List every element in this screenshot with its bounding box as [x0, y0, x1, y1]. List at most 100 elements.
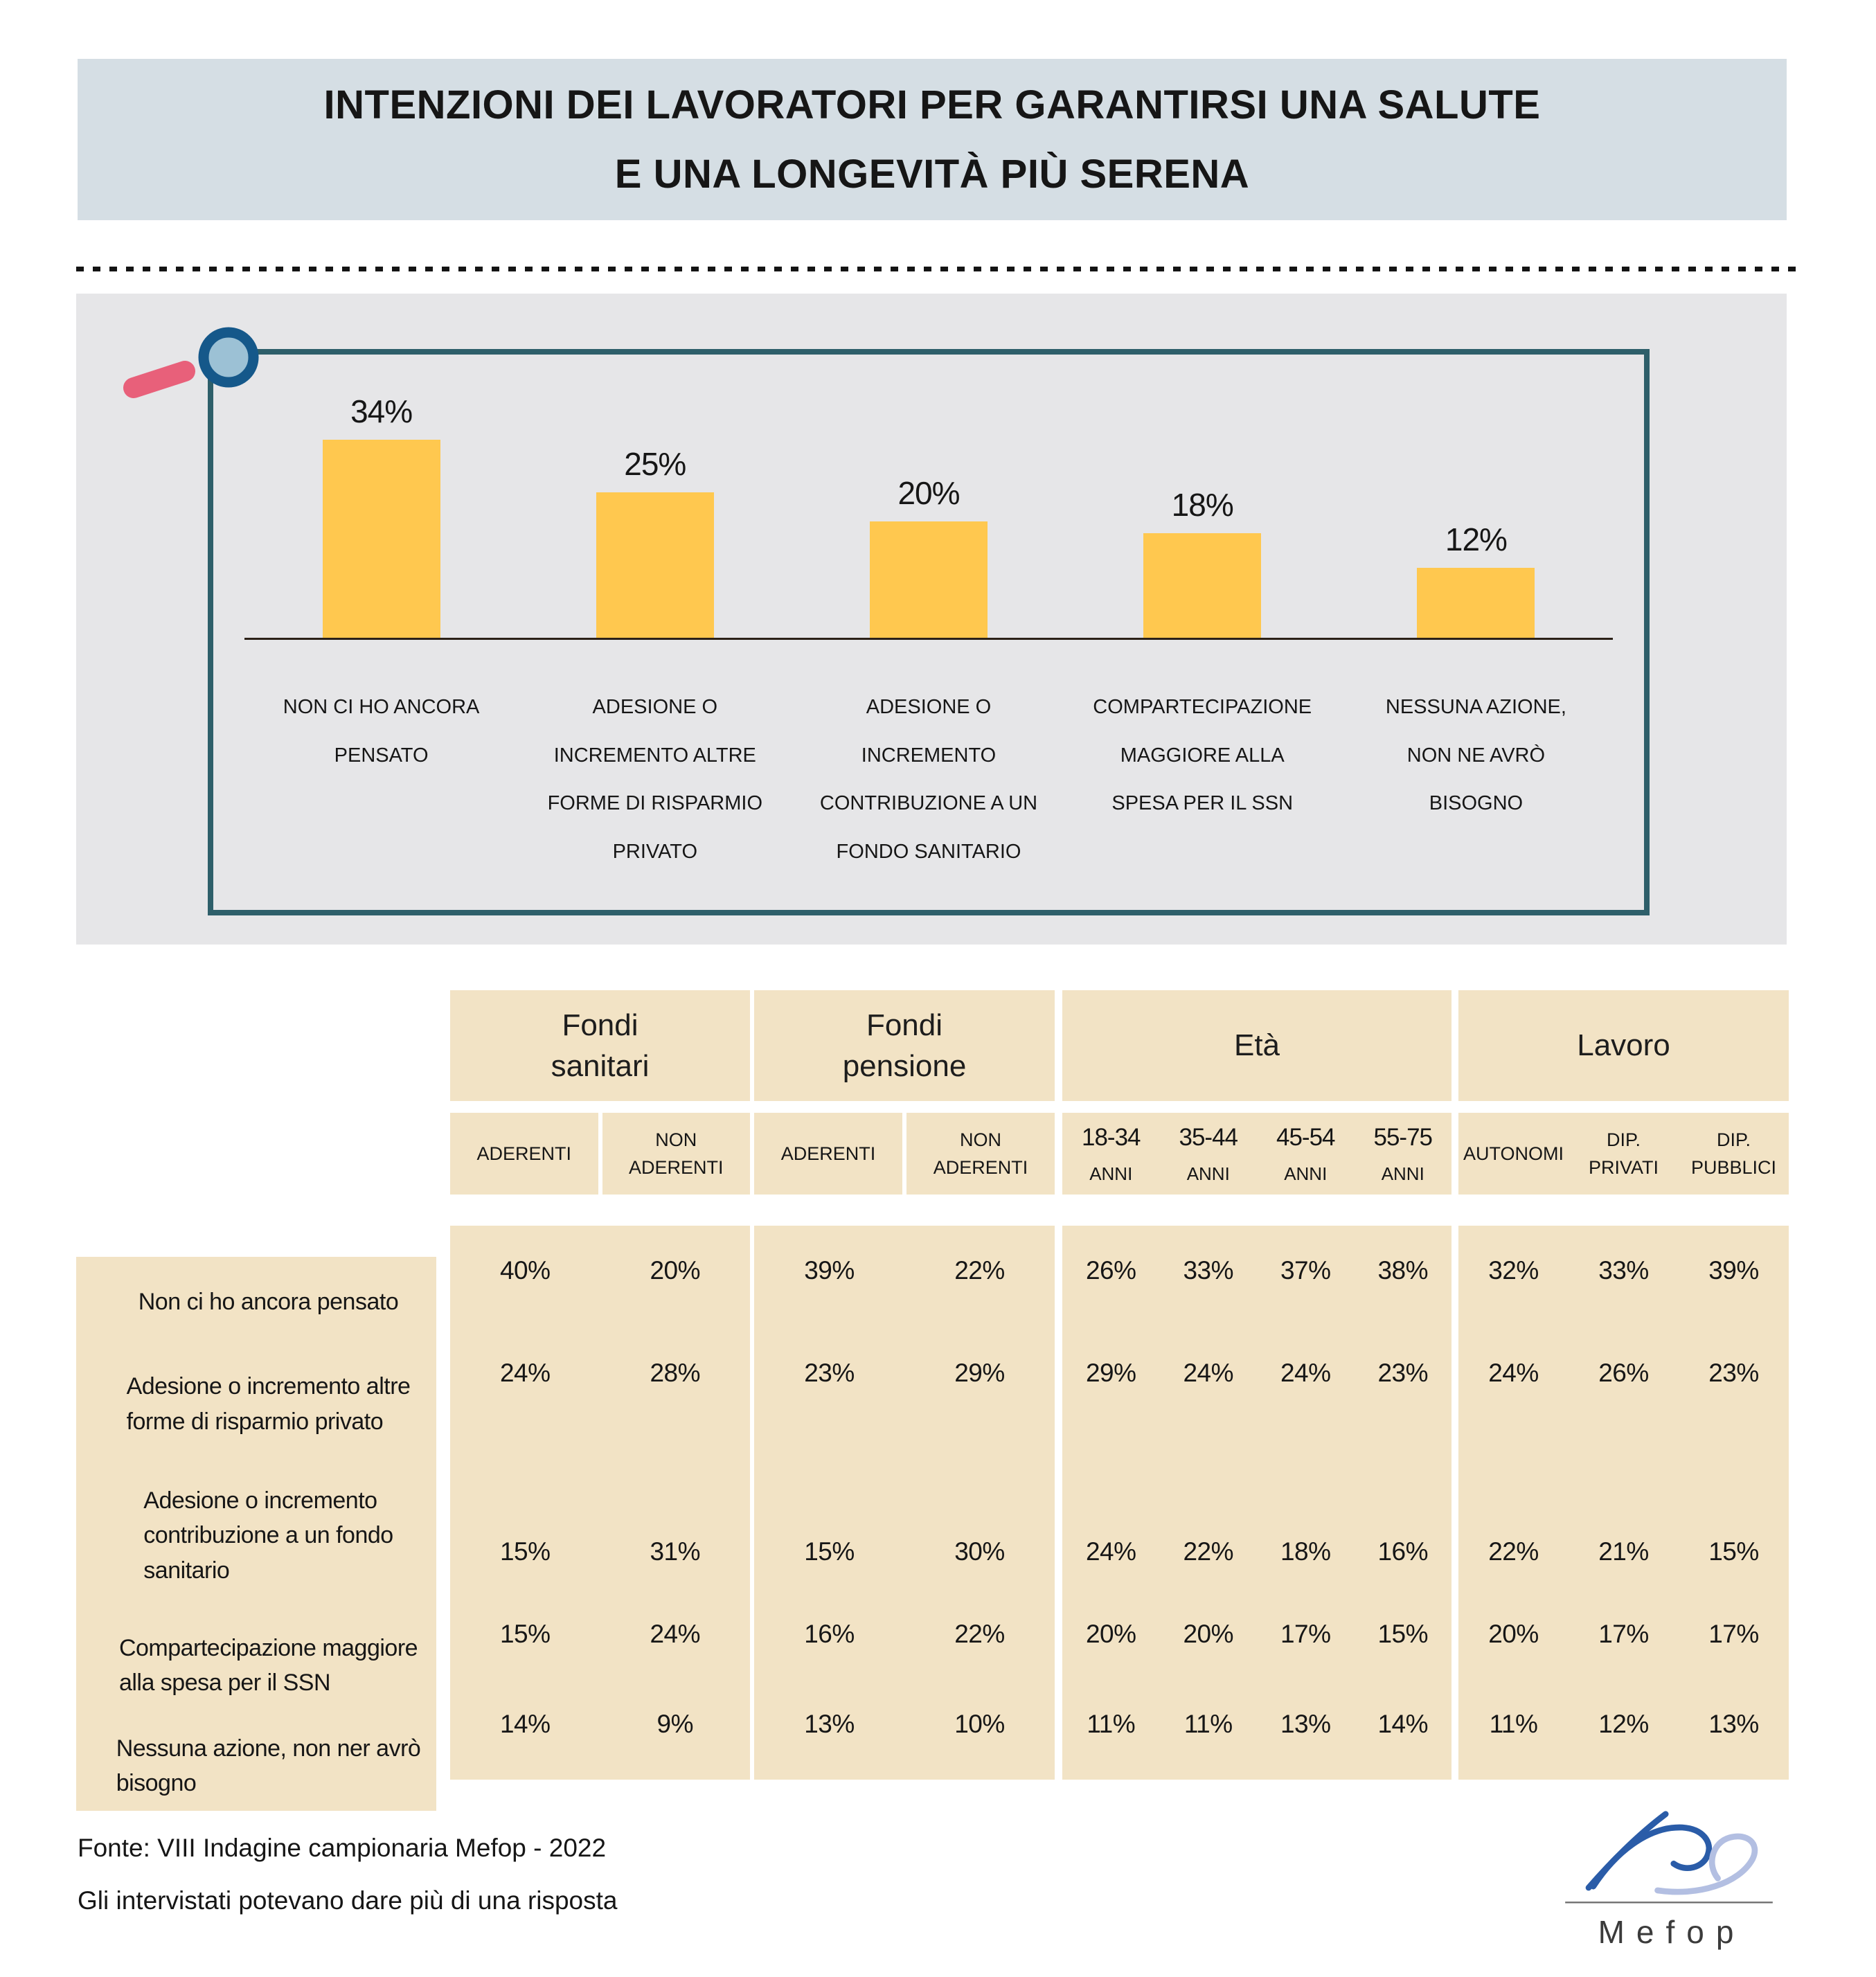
table-cell: 15%: [804, 1537, 855, 1566]
job-label: DIP.: [1716, 1129, 1751, 1150]
group-header: Fondi sanitari: [450, 990, 750, 1101]
table-cell: 26%: [1085, 1256, 1136, 1285]
subheader-age-45-54: 45-54 ANNI: [1257, 1120, 1355, 1188]
job-label: DIP.: [1606, 1129, 1641, 1150]
values-body: 40% 20% 24% 28% 15% 31% 15% 24% 14% 9%: [450, 1226, 750, 1780]
table-row: 11% 12% 13%: [1458, 1690, 1789, 1780]
table-cell: 14%: [499, 1710, 551, 1738]
row-label: Adesione o incremento contribuzione a un…: [143, 1487, 393, 1584]
bar: [322, 440, 440, 638]
table-row: 39% 22%: [754, 1226, 1055, 1316]
age-unit: ANNI: [1089, 1163, 1133, 1184]
subheader-row: ADERENTI NON ADERENTI: [754, 1113, 1055, 1195]
bar: [596, 492, 714, 638]
table-row: 24% 28%: [450, 1316, 750, 1430]
table-cell: 11%: [1087, 1710, 1136, 1738]
table-cell: 13%: [1708, 1710, 1759, 1738]
subheader-age-55-75: 55-75 ANNI: [1355, 1120, 1452, 1188]
table-cell: 24%: [1085, 1537, 1136, 1566]
table-cell: 22%: [954, 1620, 1005, 1648]
bar: [1417, 568, 1535, 638]
table-cell: 33%: [1183, 1256, 1234, 1285]
bar-group-5: 12%: [1339, 355, 1613, 638]
table-cell: 29%: [1085, 1358, 1136, 1387]
column-group-fondi-sanitari: Fondi sanitari ADERENTI NON ADERENTI 40%…: [450, 990, 750, 1811]
bar-value-label: 20%: [897, 475, 960, 511]
table-cell: 12%: [1598, 1710, 1649, 1738]
table-cell: 17%: [1598, 1620, 1649, 1648]
table-cell: 20%: [1488, 1620, 1539, 1648]
table-cell: 37%: [1280, 1256, 1331, 1285]
bar-group-1: 34%: [244, 355, 518, 638]
bar-category-label: COMPARTECIPAZIONE MAGGIORE ALLA SPESA PE…: [1093, 696, 1312, 815]
table-cell: 16%: [804, 1620, 855, 1648]
age-unit: ANNI: [1284, 1163, 1328, 1184]
table-cell: 23%: [1377, 1358, 1429, 1387]
bar-group-4: 18%: [1066, 355, 1339, 638]
age-range: 18-34: [1081, 1124, 1141, 1152]
methodology-note: Gli intervistati potevano dare più di un…: [78, 1886, 618, 1915]
table-row: 13% 10%: [754, 1690, 1055, 1780]
table-cell: 24%: [1183, 1358, 1234, 1387]
table-cell: 40%: [499, 1256, 551, 1285]
column-group-fondi-pensione: Fondi pensione ADERENTI NON ADERENTI 39%…: [754, 990, 1055, 1811]
subheader-non-aderenti: NON ADERENTI: [906, 1113, 1055, 1195]
table-cell: 22%: [1183, 1537, 1234, 1566]
table-cell: 13%: [1280, 1710, 1331, 1738]
table-row-labels-column: Non ci ho ancora pensato Adesione o incr…: [76, 990, 436, 1811]
table-cell: 18%: [1280, 1537, 1331, 1566]
table-cell: 24%: [1280, 1358, 1331, 1387]
subheader-dip-pubblici: DIP. PUBBLICI: [1679, 1126, 1789, 1182]
table-cell: 23%: [804, 1358, 855, 1387]
age-range: 45-54: [1276, 1124, 1336, 1152]
subheader-eta: 18-34 ANNI 35-44 ANNI 45-54 ANNI 55-75 A…: [1062, 1113, 1451, 1195]
bar-group-2: 25%: [518, 355, 792, 638]
table-cell: 22%: [954, 1256, 1005, 1285]
column-group-eta: Età 18-34 ANNI 35-44 ANNI 45-54 ANNI 55-…: [1062, 990, 1451, 1811]
table-cell: 29%: [954, 1358, 1005, 1387]
table-row: 22% 21% 15%: [1458, 1430, 1789, 1579]
subheader-lavoro: AUTONOMI DIP. PRIVATI DIP. PUBBLICI: [1458, 1113, 1789, 1195]
table-row: 15% 31%: [450, 1430, 750, 1579]
table-row: 26% 33% 37% 38%: [1062, 1226, 1451, 1316]
source-line: Fonte: VIII Indagine campionaria Mefop -…: [78, 1834, 607, 1862]
table-row: 32% 33% 39%: [1458, 1226, 1789, 1316]
table-cell: 20%: [1183, 1620, 1234, 1648]
table-cell: 30%: [954, 1537, 1005, 1566]
table-cell: 31%: [650, 1537, 701, 1566]
table-row: 16% 22%: [754, 1579, 1055, 1690]
job-label: PUBBLICI: [1690, 1157, 1777, 1178]
magnifier-icon: [123, 327, 259, 398]
table-cell: 26%: [1598, 1358, 1649, 1387]
table-row: 23% 29%: [754, 1316, 1055, 1430]
subheader-non-aderenti: NON ADERENTI: [602, 1113, 750, 1195]
breakdown-table: Non ci ho ancora pensato Adesione o incr…: [76, 990, 1789, 1811]
title-banner: INTENZIONI DEI LAVORATORI PER GARANTIRSI…: [78, 59, 1787, 220]
bar-category-label: ADESIONE O INCREMENTO ALTRE FORME DI RIS…: [547, 696, 763, 863]
subheader-autonomi: AUTONOMI: [1458, 1140, 1569, 1168]
table-row: 15% 24%: [450, 1579, 750, 1690]
values-body: 32% 33% 39% 24% 26% 23% 22% 21% 15% 20% …: [1458, 1226, 1789, 1780]
table-cell: 24%: [1488, 1358, 1539, 1387]
table-cell: 38%: [1377, 1256, 1429, 1285]
group-header: Età: [1062, 990, 1451, 1101]
subheader-aderenti: ADERENTI: [450, 1113, 598, 1195]
subheader-age-35-44: 35-44 ANNI: [1160, 1120, 1258, 1188]
table-cell: 39%: [804, 1256, 855, 1285]
subheader-row: 18-34 ANNI 35-44 ANNI 45-54 ANNI 55-75 A…: [1062, 1113, 1451, 1195]
bar-category-labels: NON CI HO ANCORA PENSATO ADESIONE O INCR…: [244, 683, 1613, 876]
age-unit: ANNI: [1186, 1163, 1230, 1184]
table-cell: 24%: [499, 1358, 551, 1387]
mefop-logo-text: Mefop: [1598, 1914, 1746, 1950]
bar-value-label: 12%: [1445, 521, 1508, 558]
group-header: Fondi pensione: [754, 990, 1055, 1101]
chart-panel: 34% 25% 20% 18% 12% NON CI HO ANCORA PEN…: [76, 294, 1787, 945]
table-cell: 9%: [656, 1710, 694, 1738]
table-cell: 15%: [499, 1620, 551, 1648]
mefop-logo: Mefop: [1555, 1809, 1783, 1951]
values-body: 26% 33% 37% 38% 29% 24% 24% 23% 24% 22% …: [1062, 1226, 1451, 1780]
mefop-logo-icon: [1565, 1811, 1773, 1904]
bar-category-label: NON CI HO ANCORA PENSATO: [283, 696, 480, 767]
dashed-divider: [76, 267, 1802, 271]
table-row: 14% 9%: [450, 1690, 750, 1780]
